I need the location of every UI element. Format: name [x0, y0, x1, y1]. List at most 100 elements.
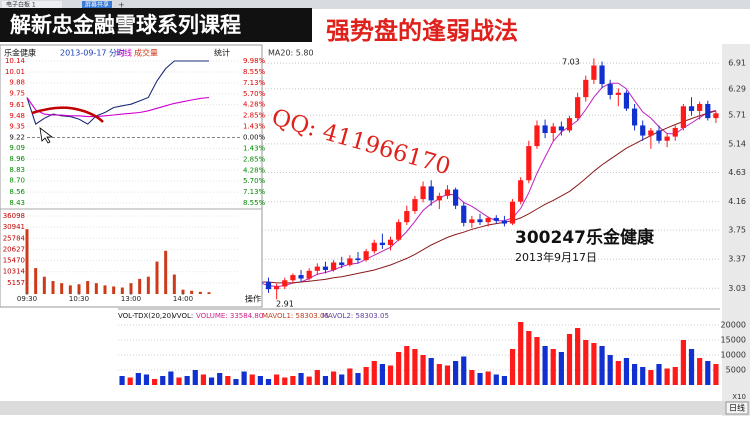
candle-body: [290, 275, 296, 281]
tab[interactable]: [2, 1, 62, 9]
y2-tick-label: 0.00%: [243, 133, 266, 141]
kline-header: MA20: 5.80: [268, 49, 314, 58]
y-tick-label: 8.70: [9, 177, 25, 185]
volume-unit: X10: [732, 393, 746, 401]
stats-button[interactable]: 统计: [214, 48, 230, 58]
volume-bar: [60, 283, 64, 294]
y-tick-label: 8.83: [9, 166, 25, 174]
volume-bar: [575, 328, 581, 385]
volume-bar: [599, 346, 605, 385]
intraday-title: 乐金健康: [4, 48, 36, 58]
volume-bar: [282, 377, 288, 385]
volume-bar: [274, 374, 280, 385]
volume-bar: [129, 283, 133, 294]
volume-bar: [697, 358, 703, 385]
volume-bar: [225, 376, 231, 385]
volume-bar: [233, 379, 239, 385]
candle-body: [412, 199, 418, 212]
y-tick-label: 10.14: [5, 57, 26, 65]
y-tick-label: 9.35: [9, 123, 25, 131]
volume-bar: [444, 365, 451, 385]
candle-body: [664, 136, 670, 141]
x-tick-label: 14:00: [173, 295, 193, 303]
y2-tick-label: 2.85%: [243, 112, 266, 120]
volume-bar: [103, 285, 107, 294]
volume-bar: [164, 250, 168, 294]
y2-tick-label: 1.43%: [243, 123, 266, 131]
candle-body: [436, 195, 442, 201]
volume-bar: [509, 349, 516, 385]
volume-bar: [387, 365, 394, 385]
hand-drawn-curve: [31, 106, 104, 123]
candle-body: [453, 189, 459, 206]
volume-bar: [501, 376, 508, 385]
candle-body: [282, 280, 288, 287]
volume-bar: [469, 370, 475, 385]
volume-bar: [168, 371, 174, 385]
volume-bar: [207, 292, 211, 294]
volume-bar: [241, 371, 247, 385]
volume-bar: [518, 322, 524, 385]
candle-body: [461, 205, 467, 223]
candle-body: [558, 126, 564, 131]
y2-tick-label: 2.85%: [243, 155, 266, 163]
period-button[interactable]: [725, 401, 749, 415]
candle-body: [688, 106, 695, 111]
volume-bar: [184, 376, 190, 385]
volume-bar: [339, 374, 345, 385]
volume-tick-label: 15000: [721, 336, 746, 345]
volume-tick-label: 10314: [3, 268, 26, 276]
volume-bar: [138, 278, 142, 294]
stock-name: 300247乐金健康: [515, 227, 655, 248]
intraday-panel: 9.98% 10.14 8.55% 10.01 7.13% 9.88 5.70% 9.75 4.…: [0, 44, 266, 308]
y-tick-label: 6.91: [728, 59, 746, 68]
candle-body: [379, 242, 385, 246]
volume-bar: [631, 364, 638, 385]
volume-tick-label: 30941: [3, 223, 25, 231]
volume-bar: [680, 340, 686, 385]
x-tick-label: 09:30: [17, 295, 37, 303]
x-tick-label: 13:00: [121, 295, 141, 303]
tab-label: 屏幕共享: [85, 1, 109, 9]
stock-date: 2013年9月17日: [515, 250, 597, 264]
volume-bar: [306, 376, 312, 385]
add-tab[interactable]: +: [118, 1, 125, 10]
tab[interactable]: [82, 1, 112, 9]
operation-button[interactable]: 操作: [245, 294, 261, 304]
volume-bar: [86, 281, 90, 294]
volume-bar: [640, 367, 646, 385]
volume-bar: [461, 356, 467, 385]
y2-tick-label: 1.43%: [243, 144, 266, 152]
volume-bar: [198, 291, 202, 294]
volume-bar: [160, 376, 166, 385]
cursor: [39, 127, 54, 144]
y-tick-label: 5.71: [728, 111, 746, 120]
volume-bar: [493, 374, 499, 385]
volume-bar: [181, 289, 185, 294]
y-tick-label: 3.75: [728, 226, 746, 235]
candle-body: [330, 262, 337, 270]
volume-bar: [172, 274, 176, 294]
volume-bar: [412, 349, 418, 385]
candle-body: [672, 127, 678, 137]
y-tick-label: 6.29: [728, 84, 746, 93]
volume-bar: [51, 281, 55, 294]
legend-entry[interactable]: 均线: [116, 48, 132, 58]
volume-bar: [42, 276, 46, 294]
candle-body: [355, 258, 361, 261]
volume-tick-label: 5000: [726, 366, 746, 375]
y-tick-label: 9.48: [9, 112, 25, 120]
volume-indicator: MAVOL1: 58303.05: [262, 312, 329, 320]
candle-body: [387, 239, 394, 246]
volume-bar: [623, 358, 630, 385]
volume-indicator: VOL-TDX(20,20): [118, 312, 174, 320]
volume-bar: [404, 346, 410, 385]
candle-body: [371, 242, 377, 252]
legend-entry[interactable]: 成交量: [134, 48, 158, 58]
y-tick-label: 4.16: [728, 197, 746, 206]
candle-body: [623, 92, 630, 109]
volume-bar: [542, 346, 548, 385]
candle-body: [493, 217, 499, 221]
volume-bar: [94, 283, 98, 294]
volume-bar: [77, 284, 81, 294]
